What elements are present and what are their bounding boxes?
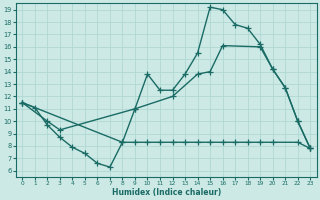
- X-axis label: Humidex (Indice chaleur): Humidex (Indice chaleur): [112, 188, 221, 197]
